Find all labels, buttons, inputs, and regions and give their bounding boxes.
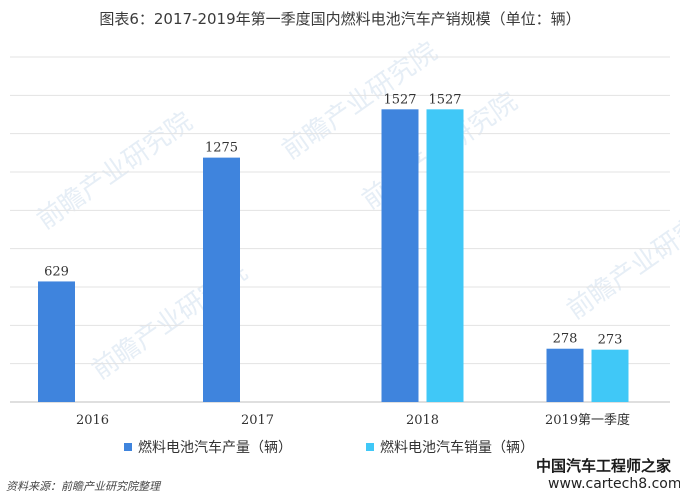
bar-production — [203, 157, 240, 402]
x-tick-label: 2018 — [406, 413, 439, 428]
bars — [38, 109, 629, 402]
watermark-layer: 前瞻产业研究院前瞻产业研究院前瞻产业研究院前瞻产业研究院前瞻产业研究院 — [32, 37, 680, 386]
data-label: 1527 — [383, 92, 416, 107]
brand-watermark: 前瞻产业研究院 — [562, 197, 680, 326]
legend: 燃料电池汽车产量（辆） 燃料电池汽车销量（辆） — [124, 439, 534, 456]
legend-label: 燃料电池汽车销量（辆） — [380, 439, 534, 456]
x-tick-label: 2019第一季度 — [545, 412, 630, 428]
bar-production — [381, 109, 419, 402]
legend-swatch — [124, 443, 132, 451]
data-label: 629 — [44, 264, 69, 279]
data-label: 278 — [553, 332, 578, 347]
source-note: 资料来源：前瞻产业研究院整理 — [6, 480, 160, 493]
site-watermark-cn: 中国汽车工程师之家 — [536, 457, 672, 475]
site-watermark-url: www.cartech8.com — [548, 476, 680, 492]
chart-title: 图表6：2017-2019年第一季度国内燃料电池汽车产销规模（单位：辆） — [99, 10, 581, 28]
bar-sales — [591, 349, 629, 402]
x-tick-labels: 2016 2017 2018 2019第一季度 — [76, 412, 630, 428]
x-tick-label: 2016 — [76, 413, 109, 428]
data-label: 1527 — [428, 92, 461, 107]
data-labels: 629 1275 1527 1527 278 273 — [44, 92, 622, 347]
data-label: 273 — [598, 333, 623, 348]
data-label: 1275 — [205, 141, 238, 156]
legend-swatch — [366, 443, 374, 451]
brand-watermark: 前瞻产业研究院 — [32, 107, 198, 236]
bar-sales — [426, 109, 464, 402]
bar-production — [546, 348, 584, 402]
legend-label: 燃料电池汽车产量（辆） — [138, 439, 292, 456]
bar-production — [38, 281, 75, 402]
x-tick-label: 2017 — [241, 413, 274, 428]
